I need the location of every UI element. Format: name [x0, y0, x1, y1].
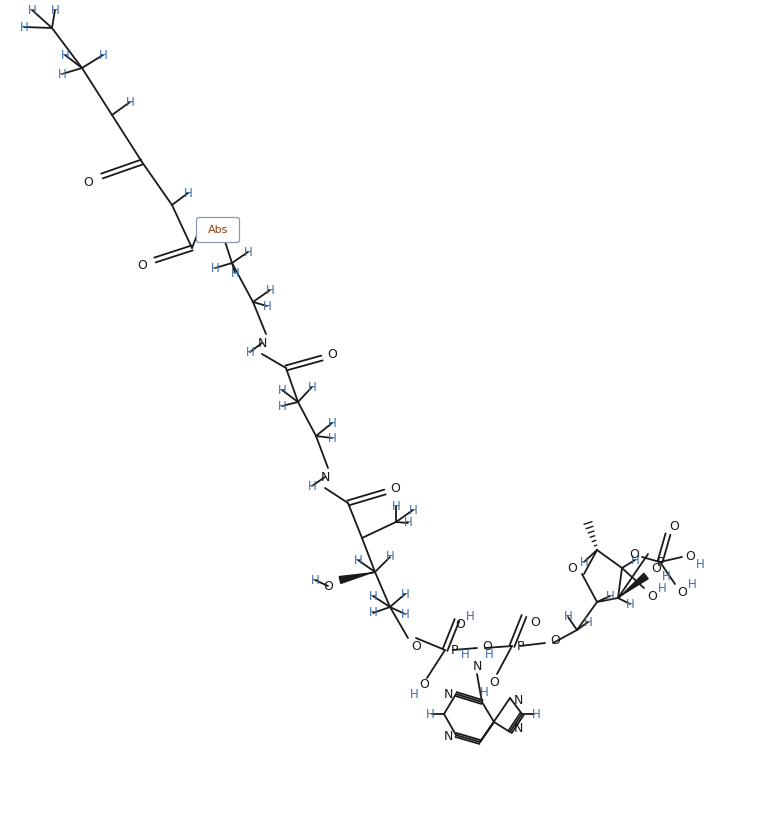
Text: H: H [262, 300, 272, 313]
Text: H: H [485, 648, 494, 661]
Text: H: H [307, 480, 317, 492]
Text: H: H [57, 67, 67, 81]
Text: H: H [404, 517, 412, 529]
Text: H: H [425, 708, 435, 720]
Text: H: H [244, 245, 252, 258]
Text: H: H [28, 3, 36, 16]
Text: O: O [489, 676, 499, 689]
Text: H: H [327, 431, 336, 444]
Text: H: H [307, 380, 317, 393]
Text: O: O [677, 585, 687, 598]
Text: H: H [210, 262, 220, 275]
Text: H: H [410, 687, 418, 700]
Text: H: H [631, 554, 639, 566]
Text: H: H [278, 384, 286, 397]
Text: N: N [443, 731, 452, 743]
Text: H: H [126, 95, 134, 109]
Text: P: P [656, 556, 663, 569]
Text: H: H [563, 611, 573, 624]
Text: N: N [513, 722, 523, 734]
Text: H: H [532, 708, 540, 720]
Text: O: O [411, 640, 421, 653]
Text: O: O [482, 640, 492, 653]
Text: H: H [584, 616, 592, 629]
Text: H: H [310, 574, 320, 587]
Text: H: H [386, 551, 394, 564]
Polygon shape [339, 571, 375, 584]
Text: H: H [278, 399, 286, 412]
Text: H: H [369, 589, 377, 602]
Text: H: H [392, 500, 400, 513]
Text: O: O [567, 561, 577, 574]
Text: H: H [50, 3, 60, 16]
Text: H: H [409, 504, 417, 517]
Text: H: H [605, 589, 615, 602]
Text: H: H [466, 611, 474, 624]
Text: H: H [327, 416, 336, 430]
Text: H: H [61, 49, 69, 62]
Text: H: H [19, 21, 29, 34]
Text: O: O [390, 481, 400, 495]
Text: P: P [450, 644, 458, 657]
Text: O: O [685, 551, 695, 564]
Text: H: H [230, 267, 239, 280]
Text: H: H [400, 607, 410, 621]
Text: O: O [550, 634, 560, 647]
Text: O: O [327, 347, 337, 360]
Text: O: O [323, 579, 333, 593]
Text: H: H [184, 187, 192, 199]
Text: O: O [83, 175, 93, 188]
Text: H: H [400, 588, 410, 601]
Text: N: N [443, 687, 452, 700]
Text: H: H [99, 49, 107, 62]
Text: P: P [518, 639, 525, 653]
Text: O: O [137, 258, 147, 272]
Text: H: H [662, 570, 670, 583]
Text: H: H [695, 559, 705, 571]
Text: N: N [513, 695, 523, 708]
Text: H: H [265, 283, 275, 296]
Text: Abs: Abs [208, 225, 228, 235]
Text: O: O [530, 616, 540, 629]
Text: H: H [657, 582, 667, 594]
Text: O: O [629, 547, 639, 560]
Text: N: N [473, 659, 482, 672]
Text: N: N [258, 337, 267, 350]
Text: H: H [246, 346, 255, 359]
Text: O: O [669, 519, 679, 532]
Text: H: H [480, 686, 488, 699]
Text: O: O [419, 677, 429, 690]
Text: H: H [580, 556, 588, 569]
Polygon shape [618, 574, 648, 598]
Text: H: H [369, 607, 377, 620]
Text: O: O [647, 589, 657, 602]
Text: O: O [651, 561, 661, 574]
FancyBboxPatch shape [196, 217, 240, 243]
Text: N: N [320, 471, 330, 483]
Text: O: O [455, 619, 465, 631]
Text: H: H [354, 554, 362, 566]
Text: H: H [625, 597, 634, 611]
Text: H: H [688, 578, 696, 590]
Text: H: H [461, 648, 469, 661]
